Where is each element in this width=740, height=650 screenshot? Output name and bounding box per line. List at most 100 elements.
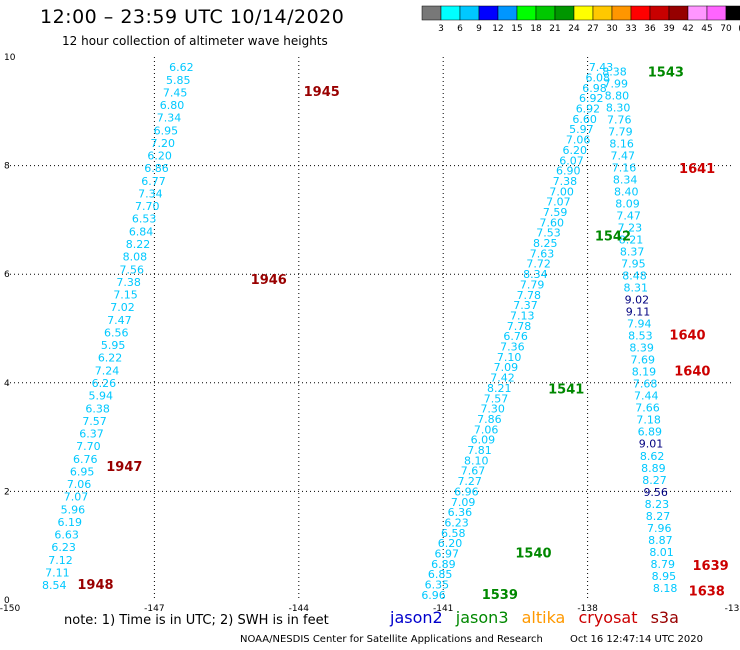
footer-credit: NOAA/NESDIS Center for Satellite Applica…	[240, 634, 543, 645]
pass-time-label: 1638	[689, 585, 725, 600]
wave-height-value: 6.20	[147, 150, 172, 163]
wave-height-value: 6.85	[428, 568, 453, 581]
legend-color-swatch	[459, 5, 480, 21]
wave-height-value: 8.10	[464, 454, 489, 467]
wave-height-value: 8.27	[642, 474, 667, 487]
satellite-cryosat: cryosat	[578, 608, 638, 627]
wave-height-value: 5.96	[61, 503, 86, 516]
wave-height-value: 7.44	[634, 390, 659, 403]
wave-height-value: 7.57	[484, 392, 509, 405]
wave-height-value: 7.70	[76, 440, 101, 453]
legend-color-swatch	[535, 5, 556, 21]
wave-height-value: 6.92	[576, 103, 601, 116]
wave-height-value: 7.15	[113, 289, 138, 302]
wave-height-value: 7.66	[635, 402, 660, 415]
wave-height-value: 6.23	[444, 516, 469, 529]
wave-height-value: 8.22	[126, 238, 151, 251]
wave-height-value: 7.38	[553, 175, 578, 188]
wave-height-value: 8.87	[648, 534, 673, 547]
wave-height-value: 7.56	[120, 263, 145, 276]
wave-height-value: 7.38	[116, 276, 141, 289]
wave-height-value: 7.63	[530, 247, 555, 260]
wave-height-value: 6.80	[160, 99, 185, 112]
y-tick-label: 8	[4, 162, 10, 172]
wave-height-value: 7.10	[497, 351, 522, 364]
wave-height-value: 8.37	[620, 246, 645, 259]
wave-height-value: 6.98	[582, 82, 607, 95]
wave-height-value: 8.34	[523, 268, 548, 281]
wave-height-value: 8.95	[652, 570, 677, 583]
wave-height-value: 7.00	[549, 185, 574, 198]
legend-tick-label: 12	[492, 24, 503, 34]
wave-height-value: 7.78	[507, 320, 532, 333]
wave-height-value: 8.38	[602, 65, 627, 78]
wave-height-value: 8.34	[613, 174, 638, 187]
wave-height-value: 7.24	[95, 364, 120, 377]
wave-height-value: 8.23	[645, 498, 670, 511]
pass-time-label: 1639	[693, 559, 729, 574]
wave-height-value: 7.47	[616, 210, 641, 223]
wave-height-value: 6.19	[58, 516, 83, 529]
wave-height-value: 8.19	[632, 366, 657, 379]
wave-height-value: 7.13	[510, 309, 535, 322]
page-title: 12:00 – 23:59 UTC 10/14/2020	[40, 6, 345, 28]
wave-height-value: 6.36	[448, 506, 473, 519]
legend-tick-label: 21	[549, 24, 560, 34]
legend-color-swatch	[478, 5, 499, 21]
wave-height-value: 7.96	[647, 522, 672, 535]
wave-height-value: 9.11	[626, 306, 651, 319]
pass-time-label: 1539	[482, 588, 518, 603]
wave-height-value: 7.42	[490, 372, 515, 385]
legend-color-swatch	[630, 5, 651, 21]
y-tick-label: 0	[4, 596, 10, 606]
legend-tick-label: 27	[587, 24, 598, 34]
wave-height-value: 6.22	[98, 352, 123, 365]
legend-tick-label: 39	[663, 24, 675, 34]
wave-height-value: 8.01	[649, 546, 674, 559]
legend-tick-label: 15	[511, 24, 522, 34]
legend-color-swatch	[516, 5, 537, 21]
x-tick-label: -141	[433, 604, 453, 614]
wave-height-value: 8.40	[614, 186, 639, 199]
wave-height-value: 6.97	[434, 548, 459, 561]
pass-time-label: 1543	[648, 66, 684, 81]
wave-height-value: 6.53	[132, 213, 157, 226]
pass-time-label: 1640	[669, 328, 705, 343]
footer-timestamp: Oct 16 12:47:14 UTC 2020	[570, 634, 703, 645]
wave-height-value: 8.08	[123, 251, 148, 264]
y-tick-label: 6	[4, 270, 10, 280]
wave-height-value: 6.62	[169, 61, 194, 74]
wave-height-value: 8.62	[640, 450, 665, 463]
legend-color-swatch	[668, 5, 689, 21]
wave-height-value: 7.34	[138, 187, 163, 200]
wave-height-value: 7.27	[457, 475, 482, 488]
wave-height-value: 7.18	[636, 414, 661, 427]
wave-height-value: 7.36	[500, 341, 525, 354]
wave-height-value: 7.70	[135, 200, 160, 213]
wave-height-value: 7.09	[494, 361, 519, 374]
pass-time-label: 1640	[674, 365, 710, 380]
wave-height-value: 6.90	[556, 165, 581, 178]
wave-height-value: 7.76	[607, 113, 632, 126]
wave-height-value: 7.06	[566, 134, 591, 147]
wave-height-value: 7.72	[526, 258, 551, 271]
note-text: note: 1) Time is in UTC; 2) SWH is in fe…	[64, 613, 329, 628]
wave-height-value: 6.92	[579, 92, 604, 105]
pass-time-label: 1542	[595, 230, 631, 245]
wave-height-value: 6.20	[438, 537, 463, 550]
pass-time-label: 1946	[251, 273, 287, 288]
wave-height-value: 7.06	[474, 423, 499, 436]
wave-height-value: 6.38	[85, 402, 110, 415]
legend-color-swatch	[611, 5, 632, 21]
legend-tick-label: 24	[568, 24, 580, 34]
wave-height-value: 6.76	[73, 453, 98, 466]
y-tick-label: 4	[4, 379, 10, 389]
wave-height-value: 7.43	[589, 61, 614, 74]
legend-color-swatch	[592, 5, 613, 21]
legend-tick-label: 6	[457, 24, 463, 34]
satellite-altika: altika	[521, 608, 566, 627]
wave-height-value: 9.01	[639, 438, 664, 451]
wave-height-value: 5.95	[101, 339, 126, 352]
wave-height-value: 5.85	[166, 74, 191, 87]
legend-color-swatch	[687, 5, 708, 21]
